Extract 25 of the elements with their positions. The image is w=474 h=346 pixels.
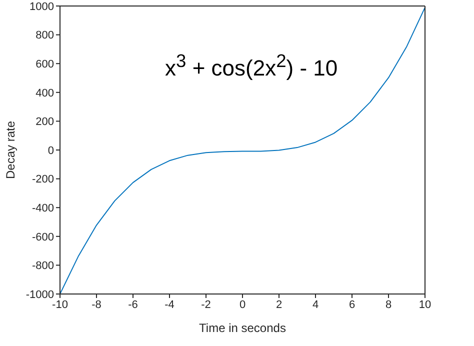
x-tick-label: 4 bbox=[312, 298, 319, 311]
y-tick-label: -800 bbox=[32, 260, 54, 272]
y-tick-label: 200 bbox=[36, 116, 54, 128]
x-tick-label: 2 bbox=[276, 298, 282, 311]
x-tick-label: -6 bbox=[128, 298, 138, 311]
y-tick-label: 600 bbox=[36, 58, 54, 71]
x-tick-label: -10 bbox=[52, 298, 68, 311]
x-tick-label: 0 bbox=[239, 298, 246, 311]
x-tick-label: 8 bbox=[385, 298, 392, 311]
y-tick-label: -1000 bbox=[26, 288, 54, 301]
y-tick-label: 1000 bbox=[30, 0, 54, 13]
x-tick-label: 6 bbox=[348, 298, 356, 311]
y-axis-title: Decay rate bbox=[3, 120, 18, 180]
y-tick-label: -200 bbox=[32, 174, 54, 186]
x-tick-label: -2 bbox=[201, 298, 211, 311]
x-axis-title: Time in seconds bbox=[199, 321, 286, 335]
y-tick-label: 800 bbox=[36, 30, 54, 42]
x-tick-label: -8 bbox=[92, 298, 102, 311]
annotation: x$^{3}$ + cos(2x$^{2}$) - 10 bbox=[165, 50, 338, 82]
y-tick-label: -400 bbox=[32, 202, 54, 215]
y-tick-label: 400 bbox=[36, 87, 54, 100]
x-tick-label: 10 bbox=[418, 298, 432, 311]
y-tick-label: -600 bbox=[32, 231, 54, 244]
y-tick-label: 0 bbox=[48, 144, 54, 157]
x-tick-label: -4 bbox=[164, 298, 174, 311]
